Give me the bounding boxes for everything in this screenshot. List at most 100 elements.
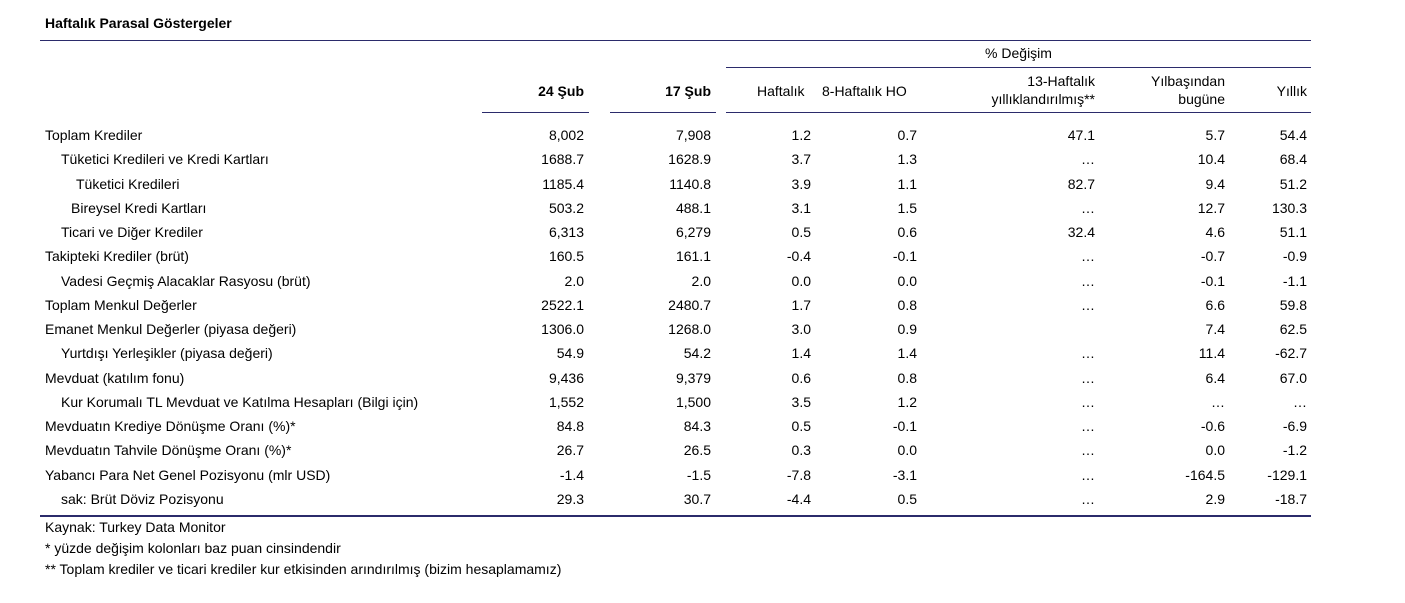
- cell-col-1: 84.8: [556, 418, 584, 434]
- cell-col-3: -0.4: [786, 248, 811, 265]
- row-label: Emanet Menkul Değerler (piyasa değeri): [45, 321, 297, 337]
- title-rule: [40, 40, 1311, 41]
- cell-col-1: 54.9: [556, 345, 584, 362]
- cell-col-1: 9,436: [548, 369, 584, 386]
- cell-col-7: 67.0: [1279, 369, 1307, 386]
- table-row: Yurtdışı Yerleşikler (piyasa değeri) 54.9…: [0, 344, 1405, 368]
- cell-col-7: -62.7: [1275, 345, 1307, 362]
- cell-col-3: 1.4: [791, 345, 811, 362]
- cell-col-6: 10.4: [1197, 151, 1225, 168]
- cell-col-7: 130.3: [1271, 199, 1307, 216]
- cell-col-4: 0.6: [897, 224, 917, 240]
- row-label: Tüketici Kredileri ve Kredi Kartları: [61, 151, 269, 168]
- cell-col-4: 0.0: [897, 272, 917, 289]
- cell-col-6: -164.5: [1185, 466, 1225, 483]
- cell-col-5: …: [1081, 151, 1095, 168]
- row-label: Toplam Krediler: [45, 127, 143, 143]
- row-label: Mevduat (katılım fonu): [45, 369, 185, 386]
- cell-col-2: 2480.7: [668, 296, 711, 313]
- cell-col-4: 0.8: [897, 296, 917, 313]
- cell-col-6: -0.7: [1200, 248, 1225, 265]
- cell-col-6: …: [1211, 393, 1225, 410]
- cell-col-3: 0.6: [791, 369, 811, 386]
- table-row: Yabancı Para Net Genel Pozisyonu (mlr US…: [0, 466, 1405, 490]
- cell-col-3: -7.8: [786, 466, 811, 483]
- row-label: Yurtdışı Yerleşikler (piyasa değeri): [61, 345, 273, 362]
- cell-col-1: 8,002: [548, 127, 584, 143]
- cell-col-4: 1.1: [897, 175, 917, 192]
- cell-col-5: …: [1081, 393, 1095, 410]
- cell-col-6: 12.7: [1197, 199, 1225, 216]
- cell-col-5: 82.7: [1067, 175, 1095, 192]
- cell-col-5: …: [1081, 272, 1095, 289]
- col-header-13-week-line1: 13-Haftalık: [1027, 73, 1095, 89]
- cell-col-6: -0.6: [1200, 418, 1225, 434]
- col-header-weekly: Haftalık: [757, 83, 805, 99]
- table-row: Tüketici Kredileri 1185.4 1140.8 3.9 1.1 82.7…: [0, 175, 1405, 199]
- cell-col-3: 3.0: [791, 321, 811, 337]
- cell-col-2: -1.5: [686, 466, 711, 483]
- cell-col-7: 62.5: [1279, 321, 1307, 337]
- cell-col-1: 1306.0: [541, 321, 584, 337]
- cell-col-6: 6.6: [1205, 296, 1225, 313]
- cell-col-2: 1268.0: [668, 321, 711, 337]
- cell-col-2: 9,379: [675, 369, 711, 386]
- cell-col-7: -0.9: [1282, 248, 1307, 265]
- cell-col-5: …: [1081, 369, 1095, 386]
- table-row: Ticari ve Diğer Krediler 6,313 6,279 0.5 0.6…: [0, 223, 1405, 247]
- cell-col-4: 0.7: [897, 127, 917, 143]
- cell-col-6: 6.4: [1205, 369, 1225, 386]
- table-row: Mevduat (katılım fonu) 9,436 9,379 0.6 0.8 … 6…: [0, 369, 1405, 393]
- cell-col-1: 2.0: [564, 272, 584, 289]
- cell-col-2: 7,908: [675, 127, 711, 143]
- cell-col-5: …: [1081, 248, 1095, 265]
- cell-col-3: 0.3: [791, 442, 811, 459]
- cell-col-7: 68.4: [1279, 151, 1307, 168]
- cell-col-5: …: [1081, 199, 1095, 216]
- cell-col-1: 503.2: [548, 199, 584, 216]
- row-label: Mevduatın Krediye Dönüşme Oranı (%)*: [45, 418, 296, 434]
- row-label: sak: Brüt Döviz Pozisyonu: [61, 490, 224, 507]
- cell-col-3: 1.7: [791, 296, 811, 313]
- table-row: sak: Brüt Döviz Pozisyonu 29.3 30.7 -4.4 0.5…: [0, 490, 1405, 514]
- col-header-ytd-line2: bugüne: [1178, 91, 1225, 107]
- cell-col-4: -0.1: [892, 418, 917, 434]
- table-row: Toplam Menkul Değerler 2522.1 2480.7 1.7 0.8…: [0, 296, 1405, 320]
- cell-col-3: 3.7: [791, 151, 811, 168]
- cell-col-2: 1628.9: [668, 151, 711, 168]
- cell-col-3: 3.5: [791, 393, 811, 410]
- page-title: Haftalık Parasal Göstergeler: [45, 15, 232, 31]
- cell-col-6: 4.6: [1205, 224, 1225, 240]
- cell-col-3: 0.5: [791, 224, 811, 240]
- group-header-rule: [726, 67, 1311, 68]
- cell-col-5: …: [1081, 490, 1095, 507]
- table-row: Mevduatın Krediye Dönüşme Oranı (%)* 84.8…: [0, 417, 1405, 441]
- cell-col-3: 3.1: [791, 199, 811, 216]
- cell-col-6: 9.4: [1205, 175, 1225, 192]
- cell-col-7: 59.8: [1279, 296, 1307, 313]
- footnote-fx-adjusted: ** Toplam krediler ve ticari krediler ku…: [45, 561, 562, 577]
- cell-col-1: 160.5: [548, 248, 584, 265]
- col-header-ytd-line1: Yılbaşından: [1151, 73, 1225, 89]
- cell-col-3: 0.0: [791, 272, 811, 289]
- cell-col-5: …: [1081, 345, 1095, 362]
- cell-col-2: 54.2: [683, 345, 711, 362]
- cell-col-1: 1688.7: [541, 151, 584, 168]
- cell-col-4: 0.0: [897, 442, 917, 459]
- cell-col-1: 1,552: [548, 393, 584, 410]
- col-rule-17-sub: [610, 112, 716, 113]
- cell-col-4: 1.3: [897, 151, 917, 168]
- cell-col-2: 26.5: [683, 442, 711, 459]
- group-header-pct-change: % Değişim: [985, 45, 1052, 61]
- cell-col-3: 3.9: [791, 175, 811, 192]
- cell-col-2: 161.1: [675, 248, 711, 265]
- cell-col-5: …: [1081, 296, 1095, 313]
- footnote-source: Kaynak: Turkey Data Monitor: [45, 519, 226, 535]
- row-label: Ticari ve Diğer Krediler: [61, 224, 203, 240]
- cell-col-4: 0.9: [897, 321, 917, 337]
- cell-col-7: -1.2: [1282, 442, 1307, 459]
- cell-col-6: 11.4: [1198, 345, 1225, 362]
- cell-col-7: -1.1: [1282, 272, 1307, 289]
- cell-col-2: 488.1: [675, 199, 711, 216]
- cell-col-7: -18.7: [1275, 490, 1307, 507]
